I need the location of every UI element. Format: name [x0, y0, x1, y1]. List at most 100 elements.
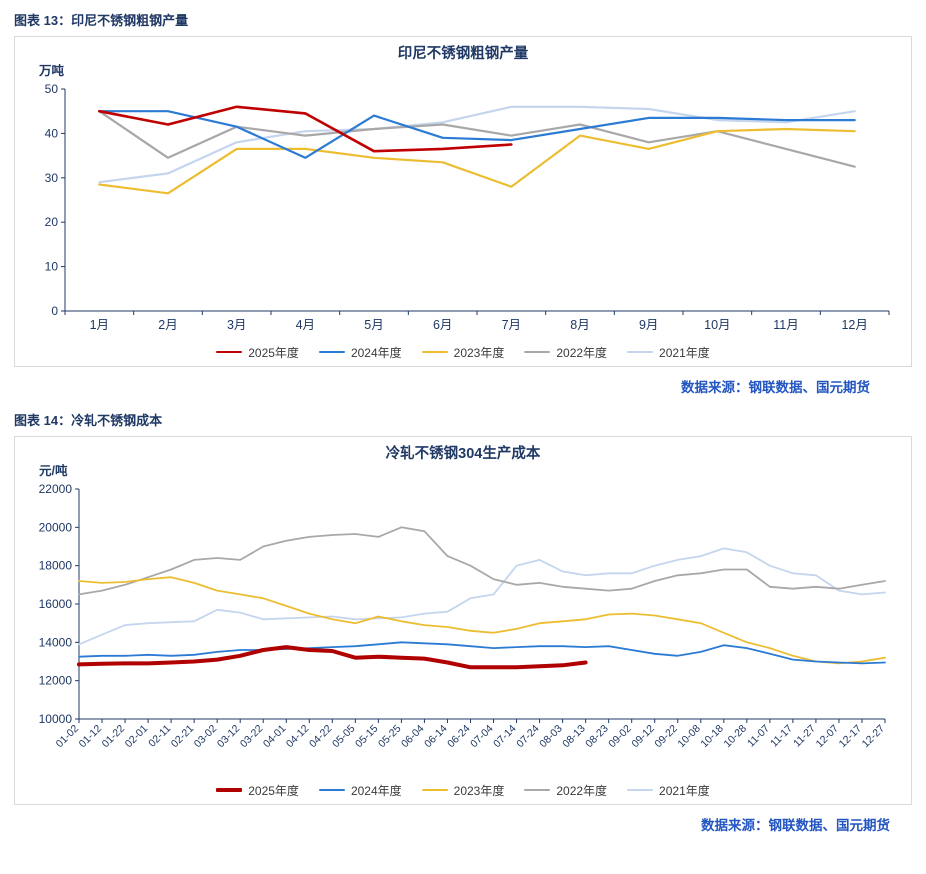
legend-swatch	[524, 350, 551, 354]
x-tick-label: 10月	[704, 318, 730, 332]
x-tick-label: 07-14	[491, 723, 519, 751]
x-tick-label: 09-02	[606, 723, 634, 751]
legend-label: 2024年度	[350, 783, 402, 798]
chart-1-legend: 2025年度 2024年度 2023年度 2022年度 2021年度	[23, 343, 903, 361]
x-tick-label: 11-07	[745, 723, 772, 750]
x-tick-label: 09-12	[629, 723, 657, 751]
chart-1-title: 印尼不锈钢粗钢产量	[397, 46, 529, 62]
report-page: 图表 13：印尼不锈钢粗钢产量 印尼不锈钢粗钢产量 万吨 0 10 20 30 40 50…	[14, 13, 912, 833]
legend-item-2022年度: 2022年度	[524, 782, 607, 799]
figure-13-chart-box: 印尼不锈钢粗钢产量 万吨 0 10 20 30 40 50 1月 2月 3月 4月 5月 6月 7月 8月…	[14, 36, 912, 367]
y-tick-label: 20	[45, 215, 59, 229]
data-source-2: 数据来源：钢联数据、国元期货	[701, 818, 890, 833]
y-tick-label: 14000	[39, 635, 73, 649]
x-tick-label: 12月	[841, 318, 867, 332]
y-tick-label: 20000	[39, 520, 73, 534]
series-line-2024年度	[78, 641, 886, 665]
x-tick-label: 12-07	[814, 723, 842, 751]
legend-label: 2022年度	[556, 345, 608, 360]
x-tick-label: 1月	[90, 318, 109, 332]
y-tick-label: 22000	[39, 482, 73, 496]
x-tick-label: 10-18	[698, 723, 726, 751]
legend-label: 2023年度	[453, 345, 505, 360]
x-tick-label: 4月	[296, 318, 315, 332]
legend-label: 2021年度	[659, 783, 710, 798]
series-line-2023年度	[98, 127, 856, 195]
series-line-2025年度	[77, 645, 588, 670]
x-tick-label: 05-25	[376, 723, 404, 751]
x-tick-label: 10-28	[721, 723, 749, 751]
x-tick-label: 05-05	[330, 723, 358, 751]
y-tick-label: 10	[45, 260, 59, 274]
x-tick-label: 04-12	[284, 723, 312, 751]
y-tick-label: 10000	[39, 712, 73, 726]
data-source-1: 数据来源：钢联数据、国元期货	[681, 380, 870, 395]
legend-label: 2025年度	[248, 783, 299, 798]
x-tick-label: 09-22	[652, 723, 680, 751]
series-line-2022年度	[98, 110, 856, 168]
figure-14-chart-box: 冷轧不锈钢304生产成本 元/吨 10000 12000 14000 16000 180…	[14, 436, 912, 805]
series-line-2023年度	[78, 576, 886, 665]
legend-item-2024年度: 2024年度	[318, 782, 402, 799]
y-tick-label: 16000	[39, 597, 73, 611]
x-tick-label: 03-02	[192, 723, 220, 751]
x-tick-label: 06-14	[422, 723, 450, 751]
legend-swatch	[421, 788, 448, 792]
x-tick-label: 08-23	[583, 723, 611, 751]
x-tick-label: 06-24	[445, 723, 473, 751]
legend-swatch	[216, 350, 243, 354]
x-tick-label: 08-03	[537, 723, 565, 751]
series-line-2021年度	[98, 105, 856, 184]
x-tick-label: 11-17	[768, 723, 795, 750]
x-tick-label: 03-22	[238, 723, 266, 751]
y-tick-label: 12000	[39, 674, 73, 688]
x-tick-label: 3月	[227, 318, 246, 332]
x-tick-label: 6月	[433, 318, 452, 332]
x-tick-label: 08-13	[560, 723, 588, 751]
legend-label: 2023年度	[453, 783, 505, 798]
x-tick-label: 01-22	[100, 723, 128, 751]
chart-2-unit-label: 元/吨	[39, 464, 68, 478]
series-line-2021年度	[78, 547, 886, 646]
chart-1-unit-label: 万吨	[39, 64, 65, 78]
y-tick-label: 18000	[39, 559, 73, 573]
x-tick-label: 05-15	[353, 723, 381, 751]
x-tick-label: 01-02	[54, 723, 82, 751]
x-tick-label: 04-22	[307, 723, 335, 751]
legend-swatch	[627, 788, 654, 792]
legend-item-2024年度: 2024年度	[318, 344, 402, 361]
legend-item-2022年度: 2022年度	[524, 344, 607, 361]
y-tick-label: 0	[51, 304, 58, 318]
y-tick-label: 30	[45, 171, 59, 185]
x-tick-label: 01-12	[77, 723, 105, 751]
series-line-2022年度	[78, 526, 886, 596]
chart-2-title: 冷轧不锈钢304生产成本	[385, 446, 541, 462]
x-tick-label: 12-27	[860, 723, 888, 751]
y-tick-label: 40	[45, 126, 59, 140]
legend-label: 2024年度	[350, 345, 402, 360]
legend-swatch	[421, 350, 448, 354]
legend-swatch	[318, 350, 345, 354]
legend-swatch	[216, 788, 243, 792]
x-tick-label: 11-27	[791, 723, 818, 750]
x-tick-label: 02-21	[169, 723, 197, 751]
legend-item-2023年度: 2023年度	[421, 344, 505, 361]
x-tick-label: 5月	[364, 318, 383, 332]
x-tick-label: 9月	[639, 318, 658, 332]
cost-chart: 10000 12000 14000 16000 18000 20000 22000 01-02…	[39, 482, 888, 751]
x-tick-label: 8月	[570, 318, 589, 332]
series-line-2024年度	[98, 110, 856, 159]
x-tick-label: 04-01	[261, 723, 289, 751]
legend-item-2023年度: 2023年度	[421, 782, 505, 799]
legend-item-2021年度: 2021年度	[627, 344, 710, 361]
legend-swatch	[627, 350, 654, 354]
x-tick-label: 07-24	[514, 723, 542, 751]
x-tick-label: 02-01	[123, 723, 151, 751]
legend-label: 2025年度	[248, 345, 299, 360]
x-tick-label: 10-08	[675, 723, 703, 751]
legend-label: 2021年度	[659, 345, 710, 360]
legend-item-2025年度: 2025年度	[216, 782, 299, 799]
x-tick-label: 12-17	[837, 723, 865, 751]
figure-13-label: 图表 13：印尼不锈钢粗钢产量	[14, 13, 189, 28]
x-tick-label: 06-04	[399, 723, 427, 751]
